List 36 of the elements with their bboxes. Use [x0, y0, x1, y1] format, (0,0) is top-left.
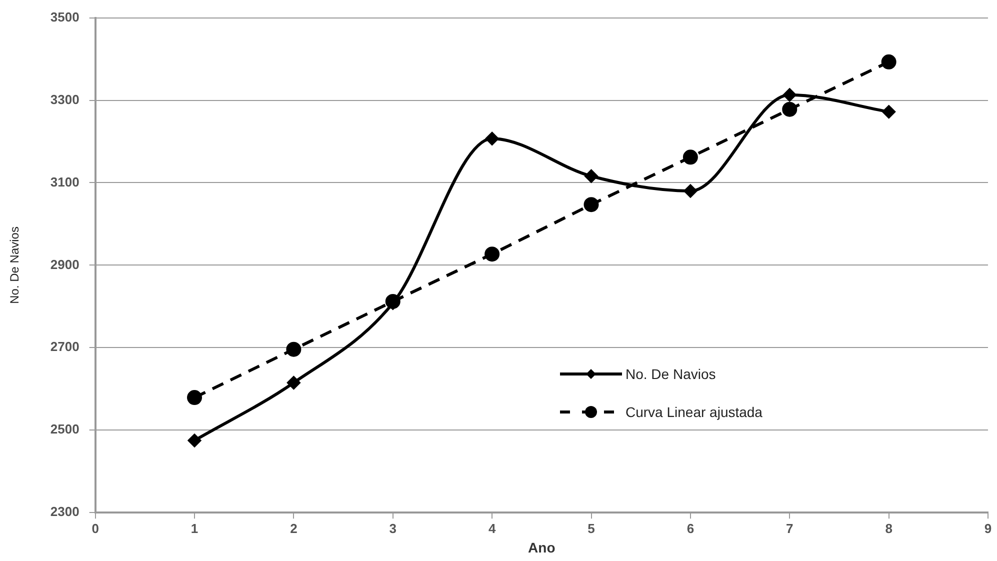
- x-tick-label: 8: [885, 520, 892, 536]
- y-tick-label: 3100: [50, 174, 80, 190]
- legend-label: Curva Linear ajustada: [626, 404, 762, 420]
- x-tick-label: 1: [190, 520, 198, 536]
- point: [486, 132, 499, 146]
- x-tick-label: 7: [786, 520, 794, 536]
- point: [684, 184, 697, 198]
- point: [584, 170, 598, 183]
- y-tick-label: 3500: [50, 9, 80, 24]
- y-tick-label: 2300: [50, 504, 80, 520]
- point: [881, 54, 896, 70]
- y-tick-label: 2900: [50, 256, 80, 272]
- y-tick-label: 2500: [50, 422, 80, 437]
- point: [187, 390, 202, 406]
- x-tick-label: 3: [389, 520, 396, 536]
- point: [484, 246, 500, 262]
- y-axis-title: No. De Navios: [8, 226, 22, 304]
- point: [287, 376, 300, 390]
- x-tick-label: 2: [290, 520, 298, 536]
- point: [188, 434, 202, 447]
- point: [782, 102, 798, 117]
- x-tick-label: 5: [588, 520, 595, 536]
- point: [286, 342, 302, 357]
- y-tick-label: 2700: [50, 339, 80, 354]
- x-tick-label: 4: [488, 520, 496, 536]
- y-tick-label: 3300: [50, 92, 80, 107]
- point: [682, 150, 698, 165]
- x-tick-label: 0: [92, 520, 99, 536]
- x-axis-title: Ano: [528, 539, 556, 556]
- point: [385, 294, 400, 309]
- point: [783, 88, 796, 102]
- x-tick-label: 9: [984, 520, 992, 536]
- x-tick-label: 6: [686, 520, 694, 536]
- point: [584, 197, 599, 212]
- legend-label: No. De Navios: [626, 366, 716, 382]
- point: [882, 105, 896, 118]
